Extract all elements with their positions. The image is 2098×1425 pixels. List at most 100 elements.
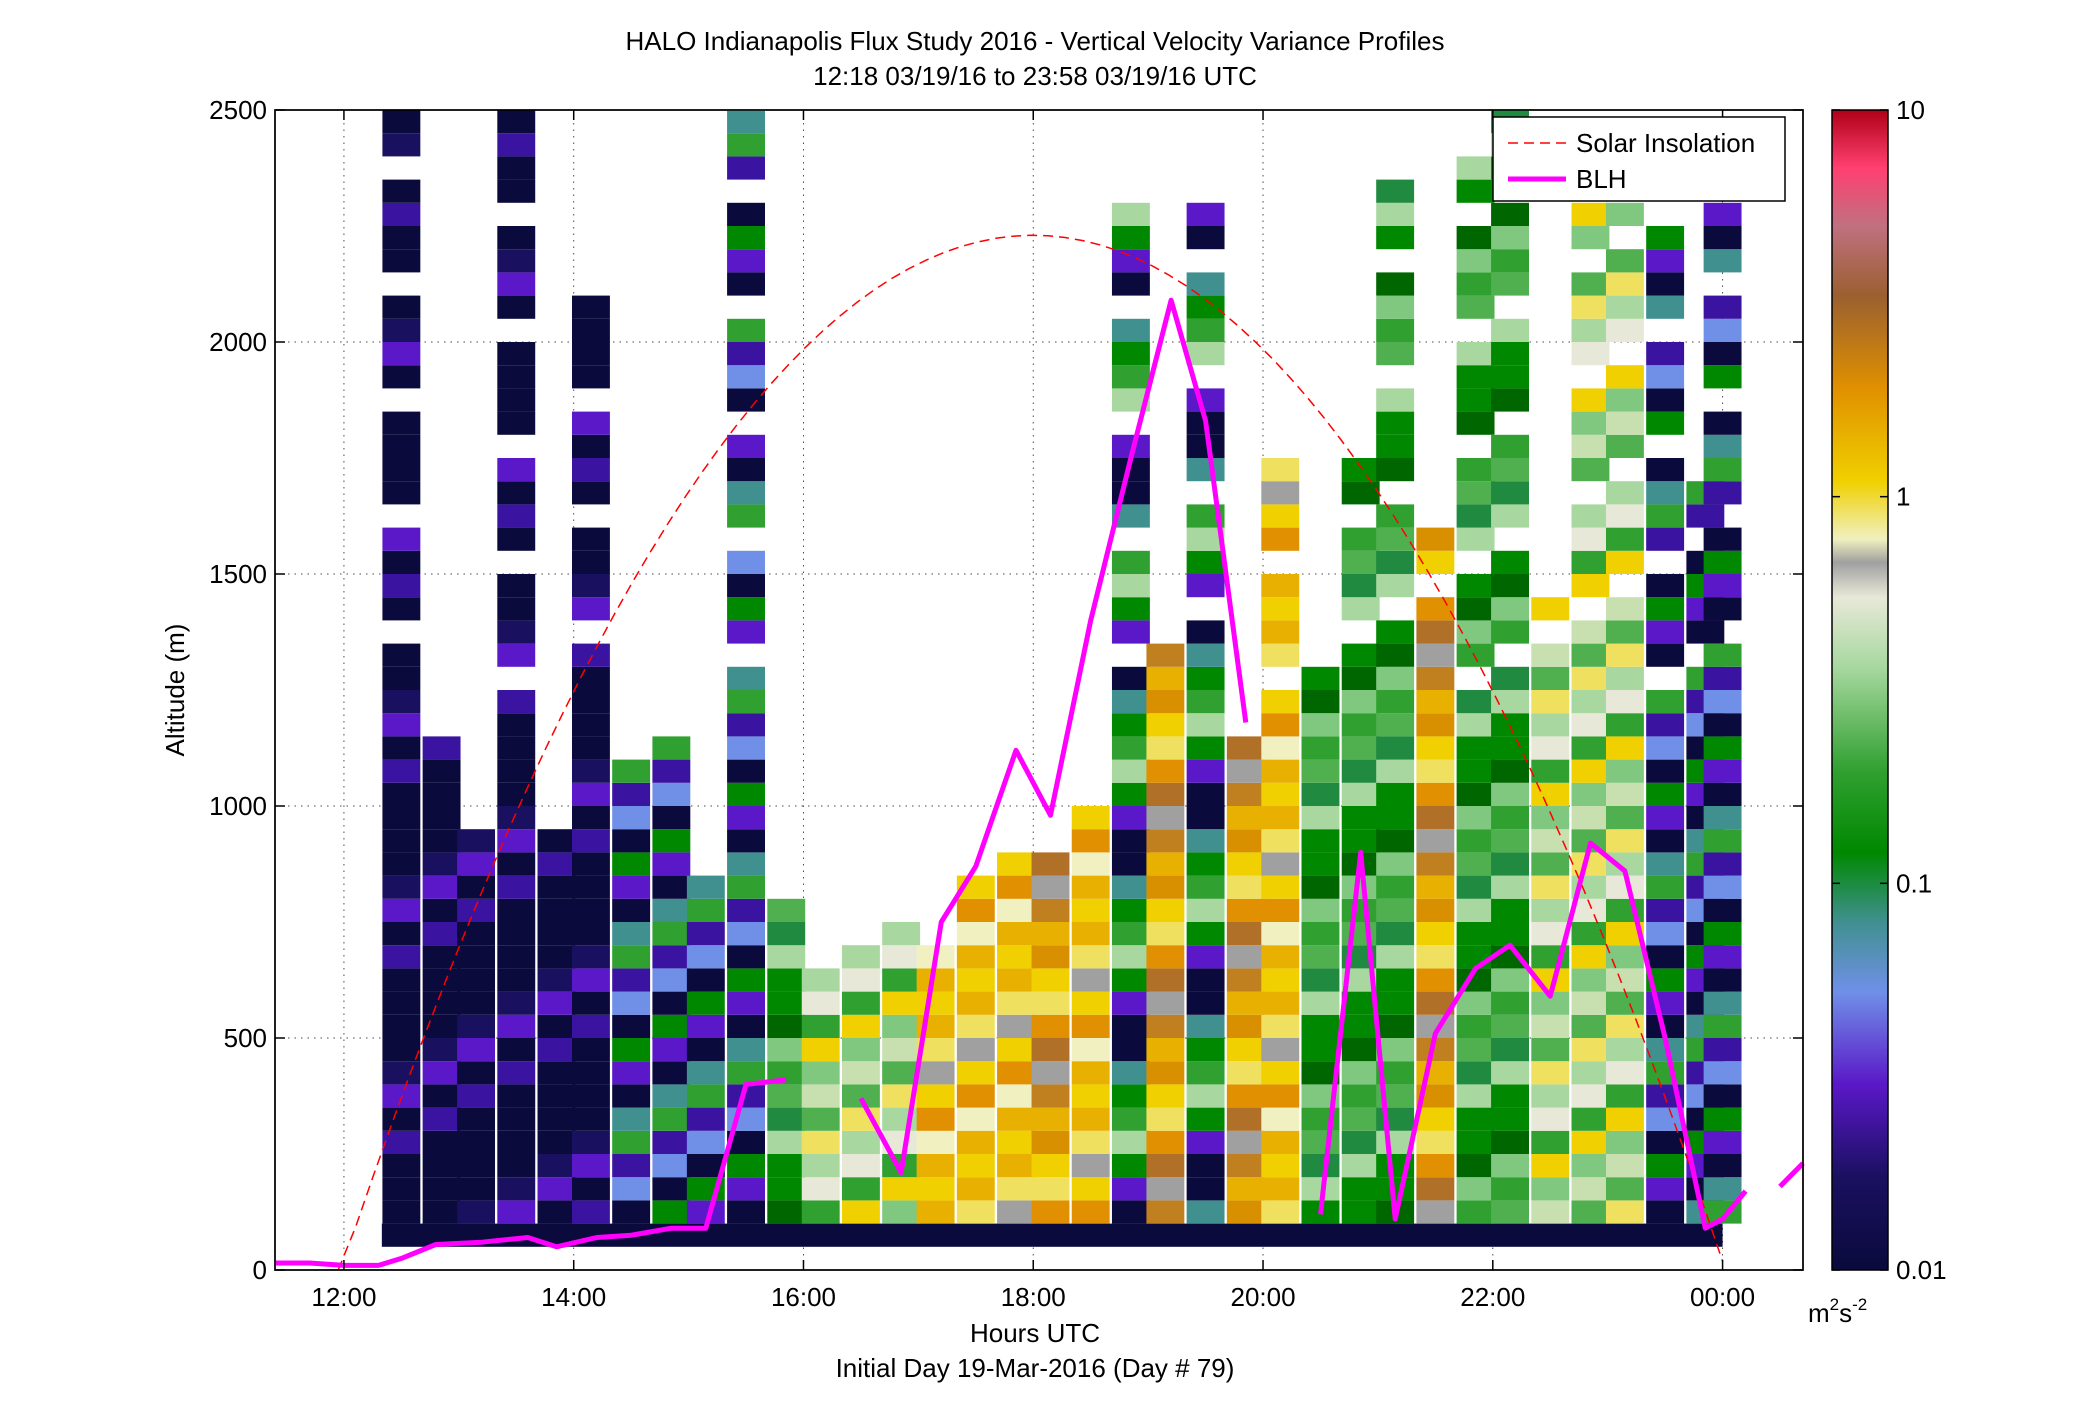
- heatmap-cell: [1416, 875, 1455, 899]
- heatmap-cell: [1301, 782, 1340, 806]
- heatmap-cell: [1456, 620, 1495, 644]
- heatmap-cell: [1605, 643, 1644, 667]
- heatmap-cell: [1071, 1084, 1110, 1108]
- heatmap-cell: [457, 1130, 496, 1154]
- heatmap-cell: [1341, 759, 1380, 783]
- heatmap-cell: [1646, 272, 1685, 296]
- heatmap-cell: [382, 922, 421, 946]
- heatmap-cell: [801, 1061, 840, 1085]
- heatmap-cell: [1605, 829, 1644, 853]
- heatmap-cell: [882, 1038, 921, 1062]
- heatmap-cell: [537, 1107, 576, 1131]
- heatmap-cell: [1571, 690, 1610, 714]
- heatmap-cell: [457, 898, 496, 922]
- heatmap-cell: [1186, 1130, 1225, 1154]
- heatmap-cell: [497, 110, 536, 134]
- x-axis-sublabel: Initial Day 19-Mar-2016 (Day # 79): [836, 1353, 1235, 1383]
- heatmap-cell: [1376, 458, 1415, 482]
- heatmap-cell: [686, 968, 725, 992]
- heatmap-cell: [422, 1130, 461, 1154]
- heatmap-cell: [497, 504, 536, 528]
- heatmap-cell: [1146, 1200, 1185, 1224]
- heatmap-cell: [571, 713, 610, 737]
- heatmap-cell: [1491, 806, 1529, 830]
- heatmap-cell: [457, 1177, 496, 1201]
- heatmap-cell: [727, 991, 765, 1015]
- heatmap-cell: [1261, 991, 1300, 1015]
- heatmap-cell: [1341, 597, 1380, 621]
- heatmap-cell: [1646, 481, 1685, 505]
- heatmap-cell: [1226, 1084, 1265, 1108]
- heatmap-cell: [1456, 365, 1495, 389]
- heatmap-cell: [1376, 226, 1415, 250]
- heatmap-cell: [612, 1084, 651, 1108]
- heatmap-cell: [1031, 898, 1070, 922]
- heatmap-cell: [1646, 597, 1685, 621]
- heatmap-cell: [1416, 852, 1455, 876]
- heatmap-cell: [1605, 1177, 1644, 1201]
- heatmap-cell: [1703, 1130, 1742, 1154]
- heatmap-cell: [1341, 574, 1380, 598]
- heatmap-cell: [382, 713, 421, 737]
- heatmap-cell: [1031, 922, 1070, 946]
- heatmap-cell: [457, 945, 496, 969]
- heatmap-cell: [1186, 643, 1225, 667]
- heatmap-cell: [1571, 991, 1610, 1015]
- heatmap-cell: [1456, 295, 1495, 319]
- heatmap-cell: [1376, 782, 1415, 806]
- heatmap-cell: [382, 574, 421, 598]
- heatmap-cell: [537, 968, 576, 992]
- heatmap-cell: [1261, 898, 1300, 922]
- heatmap-cell: [497, 1061, 536, 1085]
- heatmap-cell: [497, 922, 536, 946]
- heatmap-cell: [1186, 782, 1225, 806]
- heatmap-cell: [537, 945, 576, 969]
- heatmap-cell: [1571, 1038, 1610, 1062]
- heatmap-cell: [1146, 968, 1185, 992]
- heatmap-cell: [1111, 968, 1150, 992]
- heatmap-cell: [1646, 1014, 1685, 1038]
- heatmap-cell: [1226, 806, 1265, 830]
- heatmap-cell: [1186, 202, 1225, 226]
- heatmap-cell: [1146, 713, 1185, 737]
- heatmap-cell: [1605, 504, 1644, 528]
- heatmap-cell: [1571, 713, 1610, 737]
- heatmap-cell: [686, 945, 725, 969]
- heatmap-cell: [1226, 782, 1265, 806]
- heatmap-cell: [422, 945, 461, 969]
- heatmap-cell: [997, 1177, 1035, 1201]
- heatmap-cell: [1226, 922, 1265, 946]
- heatmap-cell: [1646, 968, 1685, 992]
- heatmap-cell: [1111, 574, 1150, 598]
- heatmap-cell: [1646, 1130, 1685, 1154]
- heatmap-cell: [727, 318, 765, 342]
- heatmap-cell: [1111, 202, 1150, 226]
- heatmap-cell: [422, 1200, 461, 1224]
- heatmap-cell: [1111, 1014, 1150, 1038]
- heatmap-cell: [1376, 759, 1415, 783]
- heatmap-cell: [727, 133, 765, 157]
- heatmap-cell: [1186, 713, 1225, 737]
- heatmap-cell: [612, 1200, 651, 1224]
- heatmap-cell: [1301, 945, 1340, 969]
- heatmap-cell: [1703, 295, 1742, 319]
- heatmap-cell: [571, 1061, 610, 1085]
- heatmap-cell: [1456, 1200, 1495, 1224]
- heatmap-cell: [422, 875, 461, 899]
- heatmap-cell: [1146, 1061, 1185, 1085]
- heatmap-cell: [1491, 1177, 1529, 1201]
- heatmap-cell: [1646, 945, 1685, 969]
- heatmap-cell: [1491, 991, 1529, 1015]
- heatmap-cell: [382, 829, 421, 853]
- heatmap-cell: [1456, 226, 1495, 250]
- heatmap-cell: [1341, 458, 1380, 482]
- heatmap-cell: [997, 1014, 1035, 1038]
- heatmap-cell: [612, 945, 651, 969]
- heatmap-cell: [1491, 852, 1529, 876]
- heatmap-cell: [422, 1061, 461, 1085]
- heatmap-cell: [1031, 1130, 1070, 1154]
- heatmap-cell: [1376, 875, 1415, 899]
- heatmap-cell: [1186, 1038, 1225, 1062]
- heatmap-cell: [1571, 620, 1610, 644]
- heatmap-cell: [382, 1154, 421, 1178]
